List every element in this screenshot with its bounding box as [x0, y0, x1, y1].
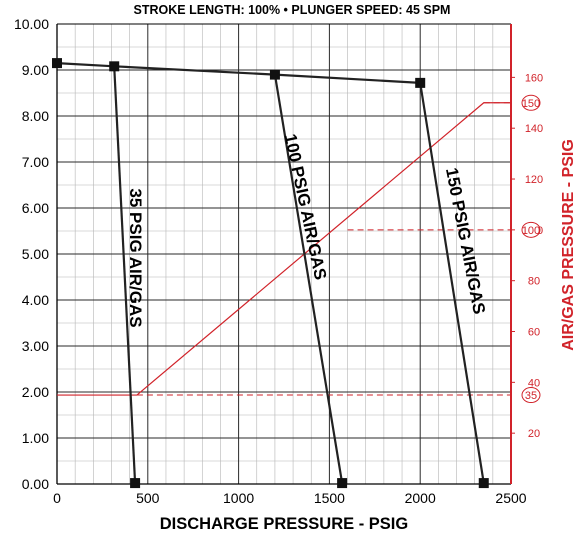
reference-circle	[521, 387, 541, 404]
y-tick-label: 7.00	[22, 154, 49, 170]
data-point-marker	[130, 478, 141, 489]
y-tick-label: 9.00	[22, 62, 49, 78]
air-gas-pressure-line	[57, 102, 511, 396]
data-point-marker	[478, 478, 489, 489]
axes: 0.00 1.00 2.00 3.00 4.00 5.00 6.00 7.00 8.00 9.00…	[14, 16, 543, 506]
y-tick-label: 5.00	[22, 246, 49, 262]
y2-tick-label: 160	[525, 72, 543, 84]
curve-label: 150 PSIG AIR/GAS	[442, 166, 489, 316]
reference-circle	[521, 94, 541, 111]
y2-tick-label: 40	[528, 377, 540, 389]
y-tick-label: 0.00	[22, 476, 49, 492]
x-tick-label: 0	[53, 490, 61, 506]
reference-circle-label: 150	[522, 98, 540, 110]
x-tick-label: 1000	[223, 490, 254, 506]
x-tick-label: 500	[136, 490, 160, 506]
series-line	[419, 82, 485, 484]
y-tick-label: 8.00	[22, 108, 49, 124]
x-tick-label: 2000	[405, 490, 436, 506]
series-line	[56, 62, 421, 84]
y-tick-label: 10.00	[14, 16, 49, 32]
y-tick-label: 6.00	[22, 200, 49, 216]
y2-tick-label: 80	[528, 276, 540, 288]
x-axis-label: DISCHARGE PRESSURE - PSIG	[160, 515, 408, 533]
reference-circle	[521, 221, 541, 238]
grid	[56, 23, 512, 485]
x-tick-label: 2500	[495, 490, 526, 506]
y-tick-label: 2.00	[22, 384, 49, 400]
series	[52, 58, 511, 489]
chart-title: STROKE LENGTH: 100% • PLUNGER SPEED: 45 …	[134, 3, 451, 17]
y2-axis-label: AIR/GAS PRESSURE - PSIG	[560, 139, 577, 351]
y2-tick-label: 60	[528, 327, 540, 339]
reference-circle-label: 100	[522, 225, 540, 237]
series-line	[113, 66, 137, 484]
data-point-marker	[269, 69, 280, 80]
y-tick-label: 3.00	[22, 338, 49, 354]
y-tick-label: 1.00	[22, 430, 49, 446]
series-line	[273, 74, 344, 484]
data-point-marker	[52, 58, 62, 69]
data-point-marker	[337, 478, 348, 489]
reference-circle-label: 35	[525, 390, 537, 402]
x-tick-label: 1500	[314, 490, 345, 506]
y2-tick-label: 20	[528, 428, 540, 440]
y2-tick-label: 140	[525, 123, 543, 135]
y2-tick-label: 120	[525, 174, 543, 186]
data-point-marker	[109, 61, 120, 72]
y-tick-label: 4.00	[22, 292, 49, 308]
data-point-marker	[415, 77, 426, 88]
curve-label: 35 PSIG AIR/GAS	[126, 188, 145, 327]
